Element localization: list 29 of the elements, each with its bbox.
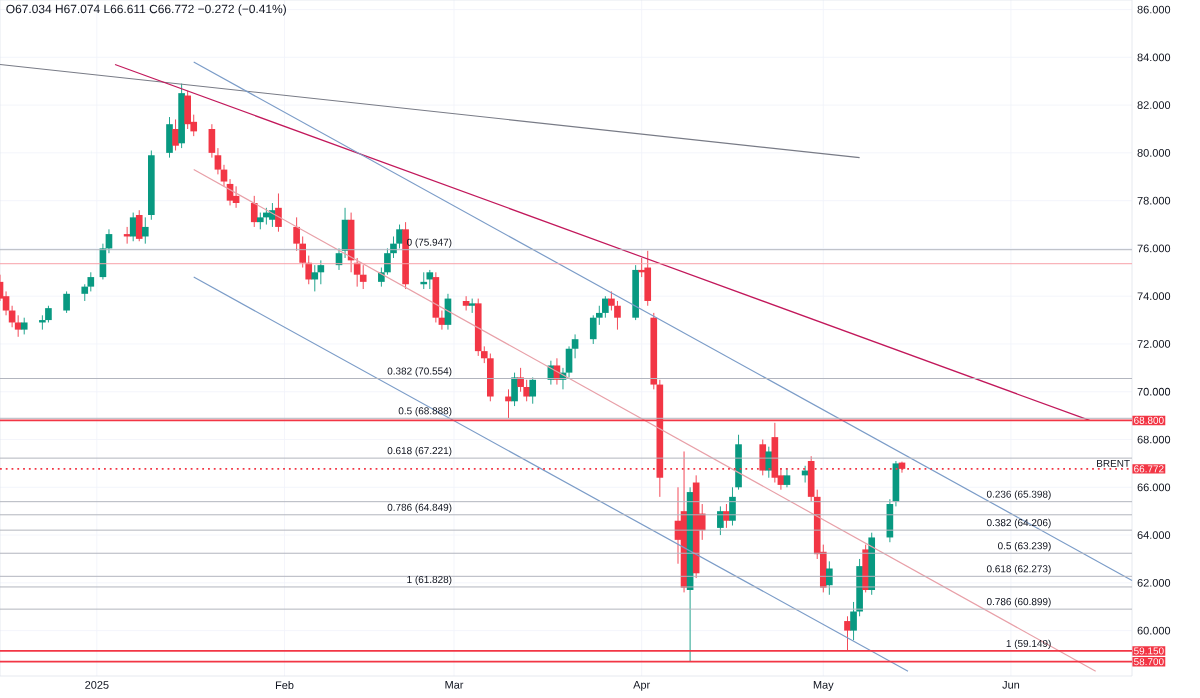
candlestick [632, 264, 639, 321]
candlestick [644, 250, 652, 307]
candlestick [765, 446, 773, 479]
candlestick [735, 434, 742, 491]
candlestick [426, 269, 434, 290]
candlestick [359, 264, 367, 290]
candlestick [275, 193, 282, 233]
candlestick [129, 212, 137, 242]
candlestick [729, 486, 736, 526]
candlestick [511, 372, 518, 407]
candlestick [135, 209, 143, 242]
candlestick [172, 118, 179, 151]
candlestick [717, 505, 724, 536]
candlestick [184, 90, 191, 130]
candlestick [826, 560, 833, 596]
candlestick [14, 314, 22, 338]
candlestick [141, 216, 149, 245]
candlestick [250, 195, 258, 228]
candlestick [602, 295, 609, 319]
candlestick [783, 467, 791, 488]
candlestick [166, 116, 173, 159]
candlestick [462, 295, 470, 311]
candlestick [487, 353, 494, 402]
candlestick [589, 314, 597, 345]
candlestick [63, 290, 70, 314]
candlestick [311, 264, 319, 292]
candlestick [474, 298, 482, 357]
candlestick [517, 367, 524, 393]
candlestick [529, 376, 537, 405]
